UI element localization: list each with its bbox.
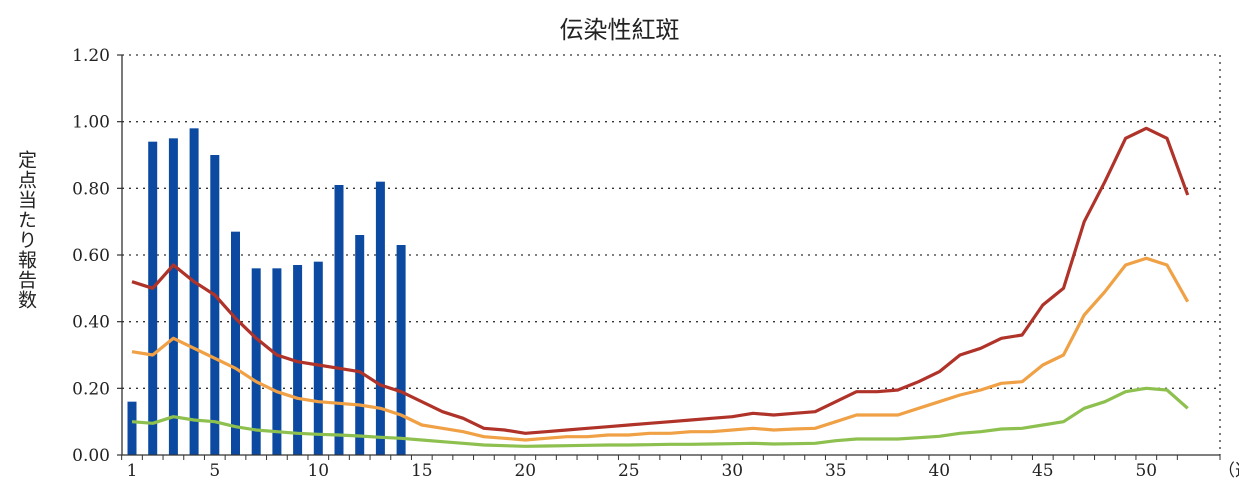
bar bbox=[251, 268, 261, 455]
grid-lines bbox=[122, 54, 1221, 455]
x-axis-unit: （週） bbox=[1218, 461, 1239, 480]
bar bbox=[375, 181, 385, 455]
line-series bbox=[131, 126, 1190, 448]
x-tick-label: 50 bbox=[1135, 461, 1157, 480]
y-tick-label: 0.00 bbox=[72, 446, 110, 466]
bar bbox=[334, 185, 344, 455]
bar bbox=[168, 138, 178, 456]
bar bbox=[127, 401, 137, 455]
tick-labels: 0.000.200.400.600.801.001.201 5 10 15 20 25 30… bbox=[72, 46, 1239, 480]
bar bbox=[148, 141, 158, 455]
x-tick-label: 20 bbox=[514, 461, 536, 480]
x-tick-label: 15 bbox=[411, 461, 433, 480]
bar bbox=[396, 245, 406, 455]
bar bbox=[210, 155, 220, 455]
y-axis-label: 定点当たり報告数 bbox=[15, 150, 37, 310]
bar bbox=[313, 261, 323, 455]
y-tick-label: 0.40 bbox=[72, 313, 110, 333]
x-tick-label: 1 bbox=[127, 461, 138, 480]
x-tick-label: 35 bbox=[825, 461, 847, 480]
chart-title: 伝染性紅斑 bbox=[559, 16, 680, 44]
axes bbox=[117, 54, 1221, 460]
x-tick-label: 45 bbox=[1032, 461, 1054, 480]
bar bbox=[355, 235, 365, 455]
y-tick-label: 1.00 bbox=[72, 113, 110, 133]
y-tick-label: 1.20 bbox=[72, 46, 110, 66]
bar bbox=[189, 128, 199, 456]
line-series-1 bbox=[131, 126, 1190, 435]
y-tick-label: 0.60 bbox=[72, 246, 110, 266]
bar bbox=[231, 231, 240, 455]
line-series-3 bbox=[131, 386, 1189, 448]
line-series-2 bbox=[131, 256, 1190, 442]
x-tick-label: 40 bbox=[928, 461, 950, 480]
x-tick-label: 10 bbox=[307, 461, 329, 480]
bar bbox=[272, 268, 282, 455]
y-tick-label: 0.20 bbox=[72, 379, 110, 399]
x-tick-label: 5 bbox=[209, 461, 220, 480]
x-tick-label: 30 bbox=[721, 461, 743, 480]
y-tick-label: 0.80 bbox=[72, 179, 110, 199]
x-tick-label: 25 bbox=[618, 461, 640, 480]
bar bbox=[293, 265, 303, 455]
bar-series bbox=[127, 128, 406, 456]
